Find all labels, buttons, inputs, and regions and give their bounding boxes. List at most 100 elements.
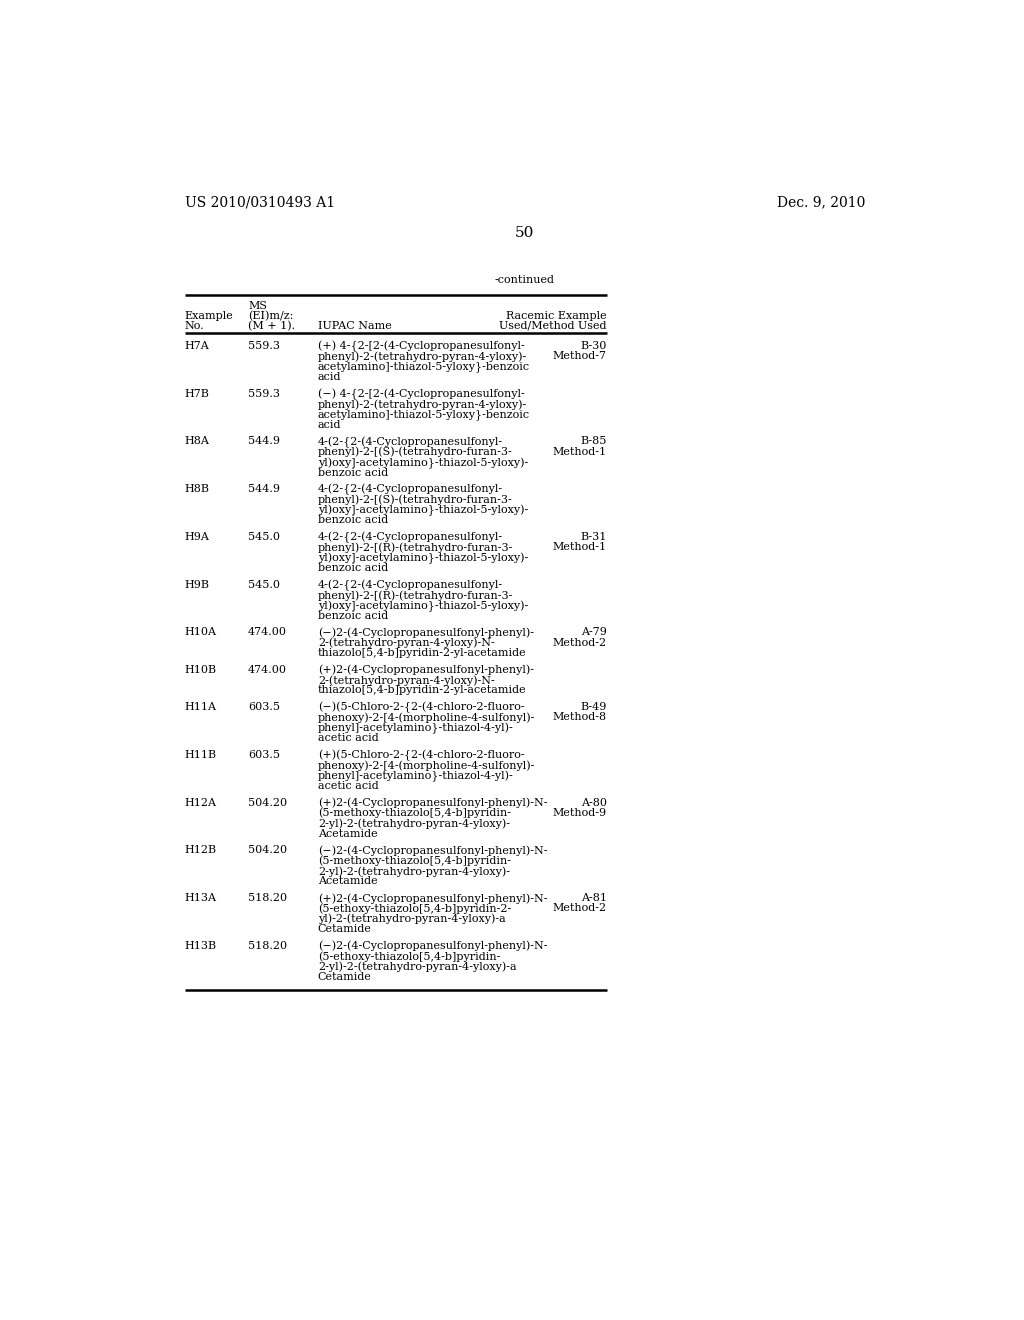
Text: 544.9: 544.9 bbox=[248, 437, 281, 446]
Text: benzoic acid: benzoic acid bbox=[317, 611, 388, 620]
Text: (M + 1).: (M + 1). bbox=[248, 321, 295, 331]
Text: B-31: B-31 bbox=[581, 532, 607, 541]
Text: 2-yl)-2-(tetrahydro-pyran-4-yloxy)-: 2-yl)-2-(tetrahydro-pyran-4-yloxy)- bbox=[317, 866, 510, 876]
Text: Method-8: Method-8 bbox=[553, 713, 607, 722]
Text: Method-1: Method-1 bbox=[553, 543, 607, 552]
Text: 603.5: 603.5 bbox=[248, 750, 281, 760]
Text: (+)2-(4-Cyclopropanesulfonyl-phenyl)-N-: (+)2-(4-Cyclopropanesulfonyl-phenyl)-N- bbox=[317, 892, 548, 904]
Text: US 2010/0310493 A1: US 2010/0310493 A1 bbox=[184, 195, 335, 210]
Text: phenyl]-acetylamino}-thiazol-4-yl)-: phenyl]-acetylamino}-thiazol-4-yl)- bbox=[317, 723, 514, 734]
Text: Dec. 9, 2010: Dec. 9, 2010 bbox=[776, 195, 865, 210]
Text: phenyl)-2-[(S)-(tetrahydro-furan-3-: phenyl)-2-[(S)-(tetrahydro-furan-3- bbox=[317, 495, 513, 506]
Text: 545.0: 545.0 bbox=[248, 532, 281, 541]
Text: acetic acid: acetic acid bbox=[317, 733, 379, 743]
Text: (5-methoxy-thiazolo[5,4-b]pyridin-: (5-methoxy-thiazolo[5,4-b]pyridin- bbox=[317, 855, 511, 866]
Text: phenoxy)-2-[4-(morpholine-4-sulfonyl)-: phenoxy)-2-[4-(morpholine-4-sulfonyl)- bbox=[317, 760, 536, 771]
Text: (−) 4-{2-[2-(4-Cyclopropanesulfonyl-: (−) 4-{2-[2-(4-Cyclopropanesulfonyl- bbox=[317, 388, 524, 400]
Text: A-80: A-80 bbox=[581, 797, 607, 808]
Text: acid: acid bbox=[317, 420, 341, 430]
Text: 2-yl)-2-(tetrahydro-pyran-4-yloxy)-: 2-yl)-2-(tetrahydro-pyran-4-yloxy)- bbox=[317, 818, 510, 829]
Text: (5-ethoxy-thiazolo[5,4-b]pyridin-: (5-ethoxy-thiazolo[5,4-b]pyridin- bbox=[317, 952, 501, 962]
Text: 504.20: 504.20 bbox=[248, 797, 288, 808]
Text: Cetamide: Cetamide bbox=[317, 924, 372, 935]
Text: 518.20: 518.20 bbox=[248, 941, 288, 950]
Text: (−)2-(4-Cyclopropanesulfonyl-phenyl)-: (−)2-(4-Cyclopropanesulfonyl-phenyl)- bbox=[317, 627, 534, 638]
Text: 545.0: 545.0 bbox=[248, 579, 281, 590]
Text: B-49: B-49 bbox=[581, 702, 607, 711]
Text: Method-7: Method-7 bbox=[553, 351, 607, 362]
Text: 474.00: 474.00 bbox=[248, 665, 287, 675]
Text: phenyl)-2-[(R)-(tetrahydro-furan-3-: phenyl)-2-[(R)-(tetrahydro-furan-3- bbox=[317, 590, 513, 601]
Text: 2-(tetrahydro-pyran-4-yloxy)-N-: 2-(tetrahydro-pyran-4-yloxy)-N- bbox=[317, 638, 495, 648]
Text: 2-(tetrahydro-pyran-4-yloxy)-N-: 2-(tetrahydro-pyran-4-yloxy)-N- bbox=[317, 675, 495, 685]
Text: -continued: -continued bbox=[495, 276, 555, 285]
Text: (+) 4-{2-[2-(4-Cyclopropanesulfonyl-: (+) 4-{2-[2-(4-Cyclopropanesulfonyl- bbox=[317, 341, 524, 352]
Text: No.: No. bbox=[184, 321, 204, 331]
Text: benzoic acid: benzoic acid bbox=[317, 564, 388, 573]
Text: 4-(2-{2-(4-Cyclopropanesulfonyl-: 4-(2-{2-(4-Cyclopropanesulfonyl- bbox=[317, 437, 503, 447]
Text: Cetamide: Cetamide bbox=[317, 972, 372, 982]
Text: MS: MS bbox=[248, 301, 267, 310]
Text: (−)(5-Chloro-2-{2-(4-chloro-2-fluoro-: (−)(5-Chloro-2-{2-(4-chloro-2-fluoro- bbox=[317, 702, 524, 713]
Text: (5-methoxy-thiazolo[5,4-b]pyridin-: (5-methoxy-thiazolo[5,4-b]pyridin- bbox=[317, 808, 511, 818]
Text: H10A: H10A bbox=[184, 627, 216, 638]
Text: 2-yl)-2-(tetrahydro-pyran-4-yloxy)-a: 2-yl)-2-(tetrahydro-pyran-4-yloxy)-a bbox=[317, 961, 516, 972]
Text: (−)2-(4-Cyclopropanesulfonyl-phenyl)-N-: (−)2-(4-Cyclopropanesulfonyl-phenyl)-N- bbox=[317, 845, 548, 855]
Text: Example: Example bbox=[184, 312, 233, 321]
Text: yl)oxy]-acetylamino}-thiazol-5-yloxy)-: yl)oxy]-acetylamino}-thiazol-5-yloxy)- bbox=[317, 457, 528, 469]
Text: 474.00: 474.00 bbox=[248, 627, 287, 638]
Text: yl)-2-(tetrahydro-pyran-4-yloxy)-a: yl)-2-(tetrahydro-pyran-4-yloxy)-a bbox=[317, 913, 506, 924]
Text: (+)2-(4-Cyclopropanesulfonyl-phenyl)-N-: (+)2-(4-Cyclopropanesulfonyl-phenyl)-N- bbox=[317, 797, 548, 808]
Text: Racemic Example: Racemic Example bbox=[506, 312, 607, 321]
Text: 518.20: 518.20 bbox=[248, 892, 288, 903]
Text: phenyl)-2-(tetrahydro-pyran-4-yloxy)-: phenyl)-2-(tetrahydro-pyran-4-yloxy)- bbox=[317, 399, 527, 409]
Text: Method-2: Method-2 bbox=[553, 638, 607, 648]
Text: 559.3: 559.3 bbox=[248, 388, 281, 399]
Text: phenoxy)-2-[4-(morpholine-4-sulfonyl)-: phenoxy)-2-[4-(morpholine-4-sulfonyl)- bbox=[317, 713, 536, 723]
Text: acetylamino]-thiazol-5-yloxy}-benzoic: acetylamino]-thiazol-5-yloxy}-benzoic bbox=[317, 362, 530, 372]
Text: phenyl)-2-[(R)-(tetrahydro-furan-3-: phenyl)-2-[(R)-(tetrahydro-furan-3- bbox=[317, 543, 513, 553]
Text: 544.9: 544.9 bbox=[248, 484, 281, 494]
Text: phenyl)-2-[(S)-(tetrahydro-furan-3-: phenyl)-2-[(S)-(tetrahydro-furan-3- bbox=[317, 446, 513, 457]
Text: H7B: H7B bbox=[184, 388, 210, 399]
Text: 603.5: 603.5 bbox=[248, 702, 281, 711]
Text: (+)(5-Chloro-2-{2-(4-chloro-2-fluoro-: (+)(5-Chloro-2-{2-(4-chloro-2-fluoro- bbox=[317, 750, 524, 762]
Text: 4-(2-{2-(4-Cyclopropanesulfonyl-: 4-(2-{2-(4-Cyclopropanesulfonyl- bbox=[317, 579, 503, 591]
Text: A-81: A-81 bbox=[581, 892, 607, 903]
Text: thiazolo[5,4-b]pyridin-2-yl-acetamide: thiazolo[5,4-b]pyridin-2-yl-acetamide bbox=[317, 685, 526, 696]
Text: Method-9: Method-9 bbox=[553, 808, 607, 818]
Text: yl)oxy]-acetylamino}-thiazol-5-yloxy)-: yl)oxy]-acetylamino}-thiazol-5-yloxy)- bbox=[317, 553, 528, 564]
Text: phenyl]-acetylamino}-thiazol-4-yl)-: phenyl]-acetylamino}-thiazol-4-yl)- bbox=[317, 771, 514, 781]
Text: (−)2-(4-Cyclopropanesulfonyl-phenyl)-N-: (−)2-(4-Cyclopropanesulfonyl-phenyl)-N- bbox=[317, 941, 548, 952]
Text: A-79: A-79 bbox=[581, 627, 607, 638]
Text: H12A: H12A bbox=[184, 797, 216, 808]
Text: thiazolo[5,4-b]pyridin-2-yl-acetamide: thiazolo[5,4-b]pyridin-2-yl-acetamide bbox=[317, 648, 526, 659]
Text: Method-2: Method-2 bbox=[553, 903, 607, 913]
Text: yl)oxy]-acetylamino}-thiazol-5-yloxy)-: yl)oxy]-acetylamino}-thiazol-5-yloxy)- bbox=[317, 601, 528, 611]
Text: Method-1: Method-1 bbox=[553, 446, 607, 457]
Text: H8A: H8A bbox=[184, 437, 210, 446]
Text: Acetamide: Acetamide bbox=[317, 876, 378, 887]
Text: benzoic acid: benzoic acid bbox=[317, 467, 388, 478]
Text: H11B: H11B bbox=[184, 750, 217, 760]
Text: acid: acid bbox=[317, 372, 341, 381]
Text: H13B: H13B bbox=[184, 941, 217, 950]
Text: 559.3: 559.3 bbox=[248, 341, 281, 351]
Text: 4-(2-{2-(4-Cyclopropanesulfonyl-: 4-(2-{2-(4-Cyclopropanesulfonyl- bbox=[317, 484, 503, 495]
Text: H9A: H9A bbox=[184, 532, 210, 541]
Text: H13A: H13A bbox=[184, 892, 216, 903]
Text: acetic acid: acetic acid bbox=[317, 781, 379, 791]
Text: yl)oxy]-acetylamino}-thiazol-5-yloxy)-: yl)oxy]-acetylamino}-thiazol-5-yloxy)- bbox=[317, 506, 528, 516]
Text: H7A: H7A bbox=[184, 341, 209, 351]
Text: (EI)m/z:: (EI)m/z: bbox=[248, 312, 294, 321]
Text: acetylamino]-thiazol-5-yloxy}-benzoic: acetylamino]-thiazol-5-yloxy}-benzoic bbox=[317, 409, 530, 420]
Text: B-85: B-85 bbox=[581, 437, 607, 446]
Text: H8B: H8B bbox=[184, 484, 210, 494]
Text: H11A: H11A bbox=[184, 702, 216, 711]
Text: phenyl)-2-(tetrahydro-pyran-4-yloxy)-: phenyl)-2-(tetrahydro-pyran-4-yloxy)- bbox=[317, 351, 527, 362]
Text: H12B: H12B bbox=[184, 845, 217, 855]
Text: benzoic acid: benzoic acid bbox=[317, 515, 388, 525]
Text: H10B: H10B bbox=[184, 665, 217, 675]
Text: 4-(2-{2-(4-Cyclopropanesulfonyl-: 4-(2-{2-(4-Cyclopropanesulfonyl- bbox=[317, 532, 503, 544]
Text: H9B: H9B bbox=[184, 579, 210, 590]
